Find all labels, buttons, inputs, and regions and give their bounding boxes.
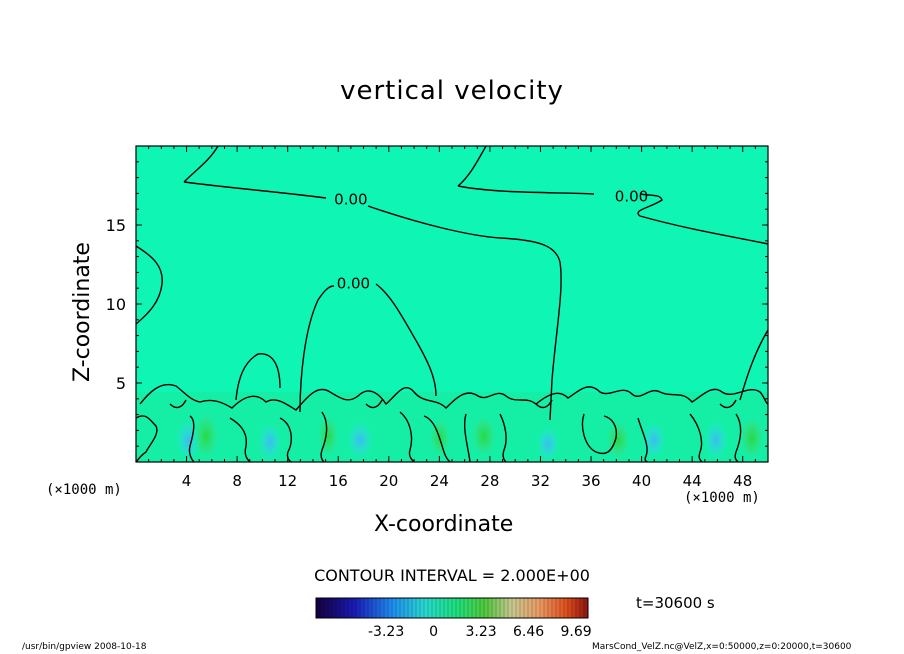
contour-line bbox=[183, 146, 219, 183]
x-tick-label: 36 bbox=[581, 472, 600, 490]
contour-lines bbox=[136, 146, 768, 462]
updraft-cell bbox=[316, 412, 340, 460]
y-axis-label: Z-coordinate bbox=[70, 242, 95, 382]
colorbar-tick-label: 6.46 bbox=[513, 624, 544, 640]
contour-line bbox=[299, 285, 335, 413]
contour-line bbox=[457, 146, 487, 187]
footer-data-source: MarsCond_VelZ.nc@VelZ,x=0:50000,z=0:2000… bbox=[592, 642, 852, 652]
x-tick-label: 28 bbox=[480, 472, 499, 490]
x-axis: 4 8 12 16 20 24 28 32 36 40 44 48 bbox=[148, 146, 756, 490]
downdraft-cell bbox=[704, 420, 728, 460]
contour-line bbox=[739, 329, 768, 401]
contour-labels: 0.00 0.00 0.00 bbox=[334, 188, 648, 293]
contour-line bbox=[367, 205, 562, 421]
contour-line bbox=[188, 415, 195, 462]
colorbar bbox=[315, 597, 589, 619]
contour-line bbox=[169, 399, 187, 409]
x-tick-label: 44 bbox=[683, 472, 702, 490]
low-level-field bbox=[136, 392, 768, 462]
contour-line bbox=[365, 399, 383, 409]
chart-title: vertical velocity bbox=[340, 76, 564, 106]
x-tick-label: 8 bbox=[232, 472, 242, 490]
contour-line bbox=[463, 413, 471, 462]
x-tick-label: 32 bbox=[531, 472, 550, 490]
contour-line bbox=[581, 413, 618, 455]
x-tick-label: 48 bbox=[733, 472, 752, 490]
contour-line bbox=[535, 399, 553, 409]
y-axis: 5 10 15 bbox=[106, 161, 768, 447]
contour-line bbox=[637, 193, 768, 245]
colorbar-ticks: -3.23 0 3.23 6.46 9.69 bbox=[368, 624, 592, 640]
y-tick-label: 15 bbox=[106, 216, 126, 235]
updraft-cell bbox=[192, 410, 220, 462]
x-tick-label: 12 bbox=[278, 472, 297, 490]
x-axis-unit-left: (×1000 m) bbox=[46, 482, 122, 498]
contour-interval-label: CONTOUR INTERVAL = 2.000E+00 bbox=[314, 566, 590, 585]
colorbar-tick-label: 3.23 bbox=[466, 624, 497, 640]
x-tick-label: 16 bbox=[329, 472, 348, 490]
contour-line bbox=[499, 413, 507, 462]
x-axis-label: X-coordinate bbox=[374, 512, 514, 537]
contour-line bbox=[229, 417, 251, 462]
downdraft-cell bbox=[258, 422, 282, 462]
contour-value-label: 0.00 bbox=[337, 274, 370, 292]
contour-line bbox=[457, 185, 595, 195]
contour-line bbox=[183, 181, 327, 199]
updraft-cell bbox=[470, 412, 498, 460]
x-axis-unit-right: (×1000 m) bbox=[684, 490, 760, 506]
contour-line bbox=[279, 417, 293, 462]
y-tick-label: 5 bbox=[116, 374, 126, 393]
time-label: t=30600 s bbox=[636, 594, 715, 612]
colorbar-tick-label: 0 bbox=[429, 624, 438, 640]
footer-program-date: /usr/bin/gpview 2008-10-18 bbox=[22, 642, 147, 652]
contour-line bbox=[719, 399, 737, 409]
downdraft-cell bbox=[536, 426, 560, 462]
contour-line bbox=[320, 411, 328, 462]
colorbar-tick-label: -3.23 bbox=[368, 624, 404, 640]
contour-value-label: 0.00 bbox=[334, 191, 367, 209]
colorbar-tick-label: 9.69 bbox=[561, 624, 592, 640]
downdraft-cell bbox=[642, 420, 666, 460]
contour-line bbox=[734, 413, 742, 462]
x-tick-label: 4 bbox=[182, 472, 192, 490]
x-tick-label: 40 bbox=[632, 472, 651, 490]
contour-line bbox=[399, 411, 415, 462]
downdraft-cell bbox=[346, 420, 374, 460]
updraft-cell bbox=[738, 414, 766, 462]
contour-line bbox=[423, 415, 451, 462]
contour-value-label: 0.00 bbox=[615, 188, 648, 206]
contour-line bbox=[375, 283, 437, 397]
colorbar-stripes bbox=[319, 598, 585, 618]
y-tick-label: 10 bbox=[106, 295, 126, 314]
contour-line bbox=[689, 413, 703, 462]
contour-line bbox=[136, 245, 163, 325]
updraft-cell bbox=[604, 418, 632, 462]
contour-line bbox=[235, 353, 281, 401]
contour-line bbox=[136, 415, 158, 462]
x-tick-label: 24 bbox=[430, 472, 449, 490]
x-tick-label: 20 bbox=[379, 472, 398, 490]
contour-line bbox=[139, 383, 768, 411]
